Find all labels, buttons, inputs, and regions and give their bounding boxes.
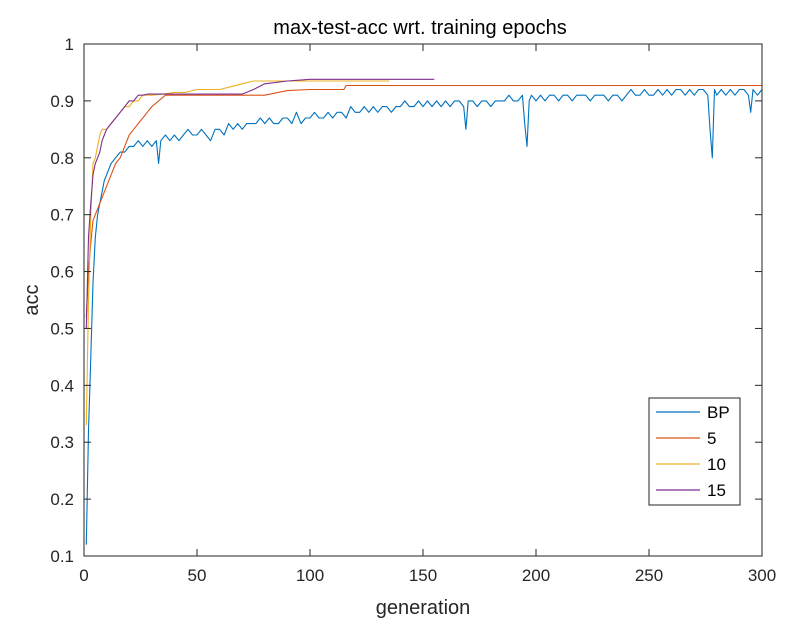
legend-label-5: 5 <box>707 429 716 448</box>
series-line-15 <box>85 78 435 329</box>
y-axis-title: acc <box>21 284 43 315</box>
series-layer <box>85 78 763 545</box>
tick-layer: 0 50 100 150 200 250 300 0.1 0.2 0.3 0.4 0.5 0.6 0.7 0… <box>50 35 776 585</box>
y-tick-label: 0.3 <box>50 433 74 452</box>
y-tick-label: 0.4 <box>50 376 74 395</box>
x-tick-label: 300 <box>748 566 776 585</box>
x-tick-label: 50 <box>188 566 207 585</box>
y-tick-label: 0.9 <box>50 92 74 111</box>
x-axis-title: generation <box>376 597 471 619</box>
series-line-5 <box>85 84 762 318</box>
chart-title: max-test-acc wrt. training epochs <box>273 17 566 39</box>
series-line-BP <box>85 88 763 545</box>
legend-label-10: 10 <box>707 455 726 474</box>
y-tick-label: 0.6 <box>50 263 74 282</box>
legend-box <box>648 397 741 506</box>
y-tick-label: 0.5 <box>50 319 74 338</box>
legend-label-15: 15 <box>707 481 726 500</box>
y-tick-label: 0.8 <box>50 149 74 168</box>
y-tick-label: 1 <box>65 35 74 54</box>
x-tick-label: 200 <box>522 566 550 585</box>
x-tick-label: 150 <box>409 566 437 585</box>
x-tick-label: 0 <box>79 566 88 585</box>
y-tick-label: 0.1 <box>50 547 74 566</box>
x-tick-label: 250 <box>635 566 663 585</box>
x-tick-label: 100 <box>296 566 324 585</box>
y-tick-label: 0.2 <box>50 490 74 509</box>
legend-label-BP: BP <box>707 403 730 422</box>
legend: BP 5 10 15 <box>648 397 741 506</box>
y-tick-label: 0.7 <box>50 206 74 225</box>
